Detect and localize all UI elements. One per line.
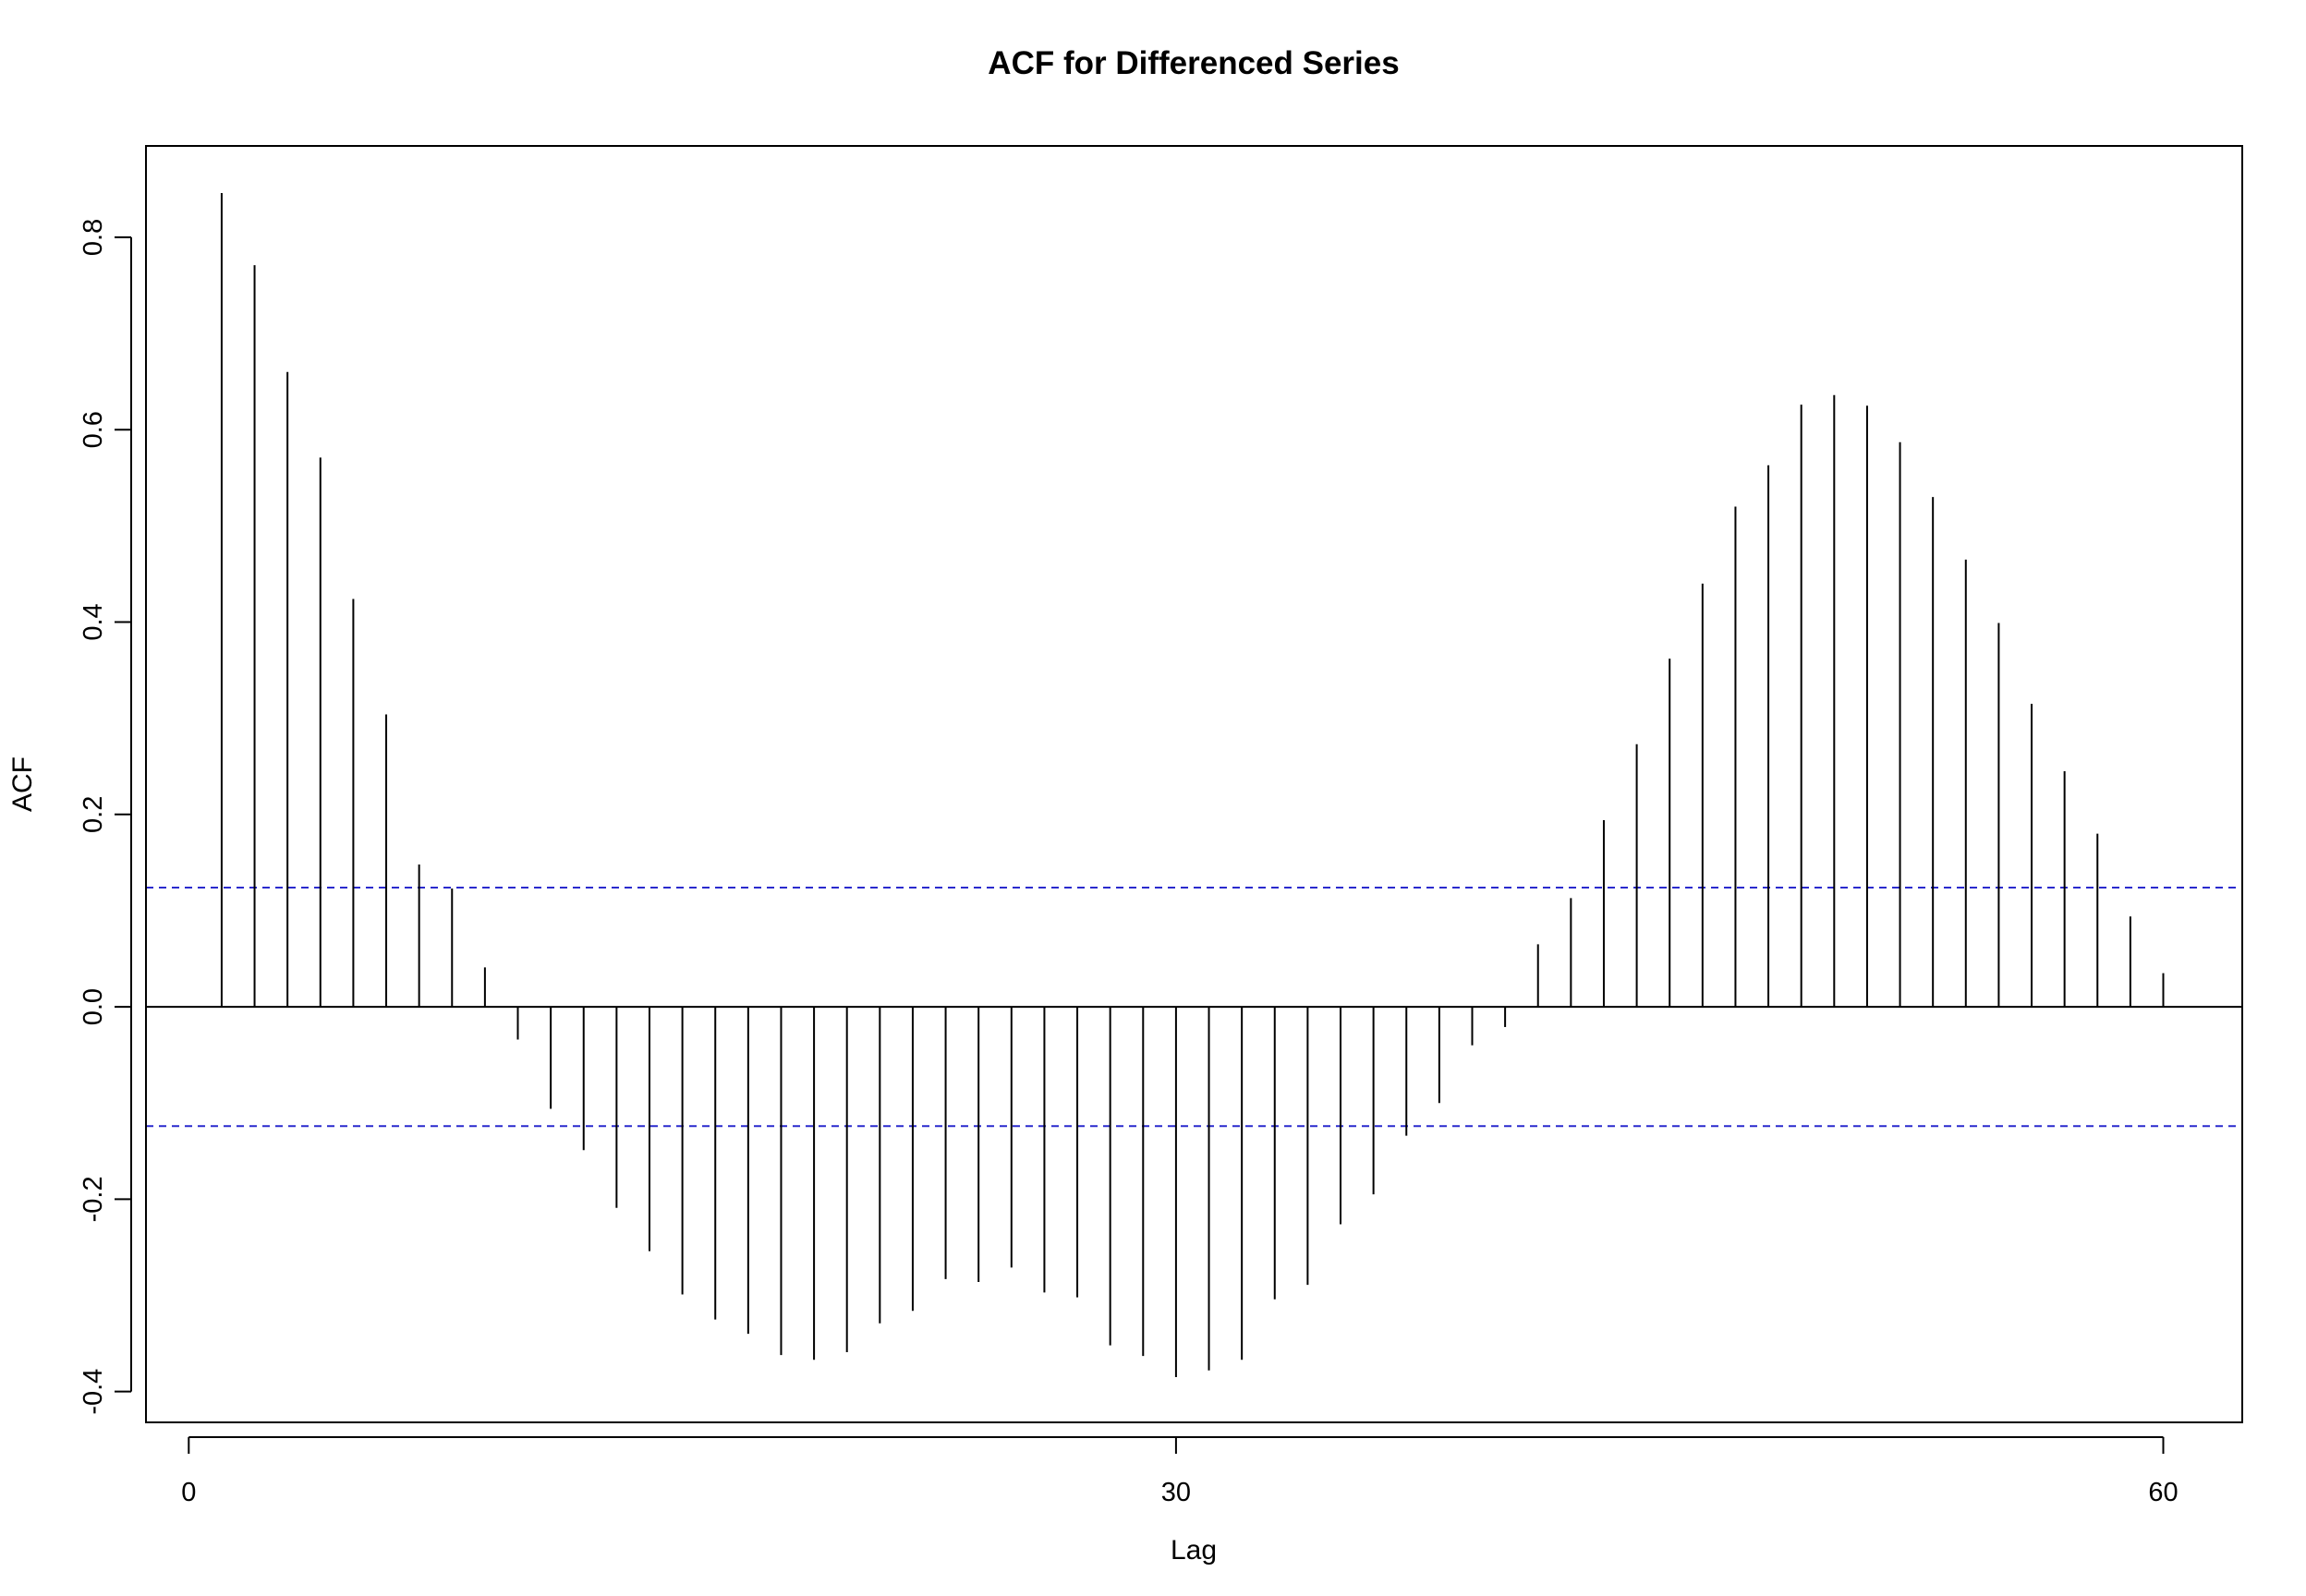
x-tick-label: 30 — [1161, 1478, 1191, 1507]
y-tick-label: 0.2 — [79, 796, 108, 833]
plot-area — [146, 193, 2242, 1378]
y-tick-label: 0.4 — [79, 603, 108, 640]
y-tick-label: 0.6 — [79, 411, 108, 448]
x-axis-label: Lag — [1171, 1535, 1217, 1566]
y-tick-label: -0.4 — [79, 1369, 108, 1415]
axes: 0 30 60 -0.4 -0.2 0.0 0.2 0.4 0.6 0.8 — [79, 219, 2179, 1507]
y-tick-label: -0.2 — [79, 1176, 108, 1222]
y-axis-label: ACF — [7, 756, 38, 812]
chart-title: ACF for Differenced Series — [988, 45, 1399, 81]
y-tick-label: 0.0 — [79, 988, 108, 1025]
plot-frame — [145, 145, 2243, 1423]
x-tick-label: 60 — [2148, 1478, 2178, 1507]
y-tick-label: 0.8 — [79, 219, 108, 256]
x-tick-label: 0 — [181, 1478, 196, 1507]
